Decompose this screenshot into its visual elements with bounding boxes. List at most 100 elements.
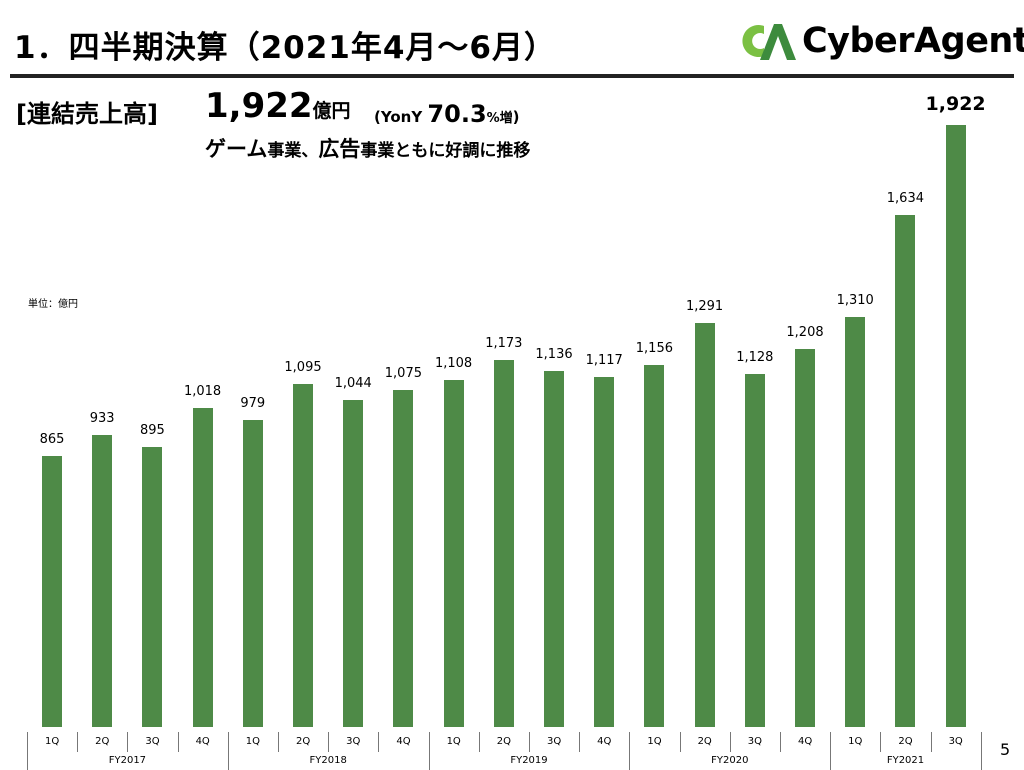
yoy-suffix: %増 <box>486 111 513 126</box>
headline-value: 1,922億円 <box>205 86 351 126</box>
page-title: 1．四半期決算（2021年4月～6月） <box>14 30 556 66</box>
title-divider <box>10 74 1014 78</box>
axis-divider <box>679 732 681 752</box>
bar-fy2018-2q <box>293 384 313 727</box>
bar-fy2020-3q <box>744 373 765 727</box>
axis-divider <box>629 732 631 770</box>
subhead-game: ゲーム <box>205 137 268 161</box>
bar-value-label: 1,173 <box>485 335 523 351</box>
axis-divider <box>930 732 932 752</box>
quarter-tick-label: 2Q <box>295 736 311 747</box>
axis-divider <box>428 732 430 770</box>
quarter-tick-label: 1Q <box>848 736 863 747</box>
axis-divider <box>729 732 731 752</box>
yoy-prefix: (YonY <box>374 108 428 126</box>
fiscal-year-label: FY2019 <box>510 755 548 766</box>
axis-divider <box>77 732 79 752</box>
bar-value-label: 1,095 <box>284 360 322 376</box>
axis-divider <box>27 732 28 770</box>
unit-label: 単位：億円 <box>28 299 78 310</box>
quarter-tick-label: 3Q <box>546 736 562 747</box>
quarter-tick-label: 4Q <box>797 736 813 747</box>
subheadline: ゲーム事業、広告事業ともに好調に推移 <box>205 133 530 163</box>
axis-divider <box>328 732 330 752</box>
bar-value-label: 1,108 <box>434 355 473 371</box>
bar-value-label: 895 <box>139 422 165 438</box>
axis-divider <box>880 732 882 752</box>
axis-divider <box>529 732 530 752</box>
bar-value-label: 1,310 <box>836 292 874 308</box>
fiscal-year-label: FY2020 <box>711 755 749 766</box>
axis-divider <box>278 732 279 752</box>
axis-divider <box>177 732 179 752</box>
bar-value-label: 1,634 <box>886 191 924 207</box>
bar-fy2021-1q <box>845 316 866 727</box>
subhead-business-1: 事業、 <box>267 141 319 161</box>
quarter-tick-label: 4Q <box>195 736 210 747</box>
bar-fy2020-1q <box>644 364 665 727</box>
quarter-tick-label: 4Q <box>396 736 411 747</box>
quarter-tick-label: 4Q <box>597 736 612 747</box>
bar-value-label: 1,075 <box>384 366 422 382</box>
quarter-tick-label: 2Q <box>898 736 913 747</box>
bar-fy2019-4q <box>594 377 615 727</box>
axis-divider <box>127 732 129 752</box>
headline-number: 1,922 <box>205 86 313 126</box>
axis-divider <box>378 732 380 752</box>
bar-fy2017-1q <box>42 456 62 727</box>
ca-logo-mark-icon <box>742 24 796 60</box>
bar-fy2021-2q <box>895 215 916 727</box>
quarter-tick-label: 3Q <box>346 736 361 747</box>
bar-fy2018-1q <box>242 420 263 727</box>
subhead-business-2: 事業ともに好調に推移 <box>360 141 531 161</box>
bar-value-label: 933 <box>89 410 115 426</box>
quarter-tick-label: 3Q <box>948 736 963 747</box>
axis-divider <box>227 732 229 770</box>
quarter-tick-label: 2Q <box>496 736 511 747</box>
page-number: 5 <box>1000 740 1011 759</box>
bar-value-label: 1,922 <box>925 93 986 115</box>
bar-value-label: 979 <box>240 396 266 412</box>
bar-fy2019-2q <box>493 359 514 727</box>
quarter-tick-label: 3Q <box>747 736 762 747</box>
bar-fy2019-3q <box>544 371 564 727</box>
bar-fy2018-3q <box>343 400 364 727</box>
quarter-tick-label: 1Q <box>245 736 260 747</box>
bar-value-label: 865 <box>39 432 65 448</box>
bar-value-label: 1,044 <box>334 376 372 391</box>
bar-fy2021-3q <box>945 125 966 727</box>
axis-divider <box>830 732 832 770</box>
metric-label: [連結売上高] <box>16 100 158 128</box>
bar-fy2019-1q <box>443 379 464 727</box>
bar-value-label: 1,128 <box>736 349 774 365</box>
bar-value-label: 1,136 <box>535 347 573 363</box>
quarter-tick-label: 2Q <box>697 736 712 747</box>
subhead-ads: 広告 <box>318 137 361 161</box>
quarter-tick-label: 2Q <box>95 736 110 747</box>
yoy-value: 70.3 <box>427 100 487 128</box>
fiscal-year-label: FY2017 <box>108 755 147 766</box>
bar-fy2020-4q <box>795 348 815 727</box>
fiscal-year-label: FY2021 <box>886 755 925 766</box>
yoy-close: ) <box>512 108 520 126</box>
x-axis: 1Q 2Q 3Q 4Q 1Q 2Q 3Q 4Q 1Q 2Q 3Q 4Q 1Q 2Q 3Q 4Q 1Q 2Q 3Q FY… <box>27 732 982 770</box>
quarter-tick-label: 1Q <box>446 736 461 747</box>
quarter-tick-label: 1Q <box>647 736 662 747</box>
yoy-growth: (YonY 70.3%増) <box>374 100 520 128</box>
logo-text: CyberAgent <box>802 21 1024 61</box>
bar-value-label: 1,156 <box>635 340 673 356</box>
headline-unit: 億円 <box>312 100 351 122</box>
axis-divider <box>780 732 781 752</box>
bar-fy2017-3q <box>142 446 163 727</box>
axis-divider <box>478 732 480 752</box>
bar-fy2020-2q <box>694 322 715 727</box>
fiscal-year-label: FY2018 <box>309 755 347 766</box>
bar-value-label: 1,208 <box>786 324 824 340</box>
quarter-tick-label: 3Q <box>145 736 160 747</box>
bar-value-label: 1,291 <box>685 298 724 314</box>
bar-value-label: 1,117 <box>585 353 623 369</box>
axis-divider <box>579 732 581 752</box>
bar-value-label: 1,018 <box>183 384 222 400</box>
axis-divider <box>980 732 982 770</box>
quarter-tick-label: 1Q <box>44 736 60 747</box>
